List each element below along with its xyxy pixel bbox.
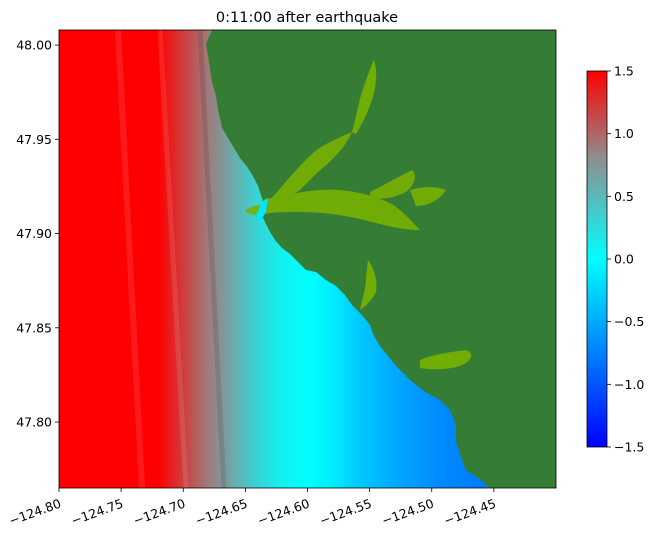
colorbar-axis: −1.5 −1.0 −0.5 0.0 0.5 1.0 1.5 (607, 64, 644, 455)
x-axis: −124.80 −124.75 −124.70 −124.65 −124.60 −124.… (7, 488, 498, 528)
x-tick-label: −124.80 (7, 496, 63, 529)
x-tick-label: −124.65 (193, 496, 249, 529)
colorbar-tick-label: 0.5 (614, 189, 634, 204)
colorbar-tick-label: −1.5 (614, 440, 644, 455)
y-tick-label: 48.00 (16, 38, 52, 53)
x-tick-label: −124.45 (442, 496, 498, 529)
x-tick-label: −124.75 (69, 496, 125, 529)
x-tick-label: −124.70 (131, 496, 187, 529)
y-axis: 47.80 47.85 47.90 47.95 48.00 (16, 38, 59, 430)
y-tick-label: 47.95 (16, 132, 52, 147)
colorbar-tick-label: 0.0 (614, 252, 634, 267)
y-tick-label: 47.80 (16, 415, 52, 430)
land-mass (206, 30, 556, 488)
inundation-areas (246, 60, 472, 370)
x-tick-label: −124.60 (255, 496, 311, 529)
plot-area (59, 30, 556, 488)
wave-banding (115, 30, 227, 488)
colorbar-tick-label: −1.0 (614, 377, 644, 392)
colorbar-tick-label: 1.5 (614, 64, 634, 79)
nearshore-patch (256, 198, 268, 222)
colorbar (586, 70, 608, 448)
chart-title: 0:11:00 after earthquake (216, 10, 398, 26)
colorbar-tick-label: −0.5 (614, 314, 644, 329)
colorbar-tick-label: 1.0 (614, 126, 634, 141)
x-tick-label: −124.55 (318, 496, 374, 529)
x-tick-label: −124.50 (380, 496, 436, 529)
y-tick-label: 47.85 (16, 320, 52, 335)
y-tick-label: 47.90 (16, 226, 52, 241)
